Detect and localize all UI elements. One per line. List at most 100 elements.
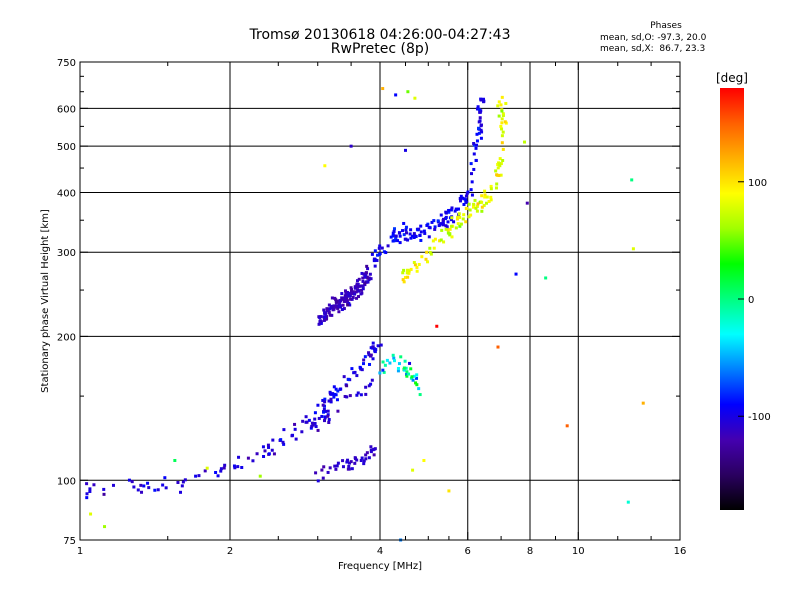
- echo-point: [405, 231, 409, 235]
- echo-point: [365, 264, 369, 268]
- stray-echo-point: [349, 144, 353, 148]
- echo-point: [391, 353, 395, 357]
- echo-point: [354, 290, 358, 294]
- echo-point: [417, 387, 421, 391]
- echo-point: [368, 362, 372, 366]
- stray-echo-point: [403, 148, 407, 152]
- echo-point: [459, 222, 463, 226]
- echo-point: [111, 483, 115, 487]
- echo-point: [340, 297, 344, 301]
- echo-point: [384, 251, 388, 255]
- echo-point: [453, 209, 457, 213]
- echo-point: [293, 427, 297, 431]
- echo-point: [353, 456, 357, 460]
- echo-point: [328, 313, 332, 317]
- x-tick-label: 1: [77, 546, 83, 557]
- echo-point: [408, 232, 412, 236]
- echo-point: [322, 318, 326, 322]
- echo-point: [433, 237, 437, 241]
- echo-point: [317, 322, 321, 326]
- echo-point: [389, 235, 393, 239]
- echo-point: [176, 480, 180, 484]
- echo-point: [478, 116, 482, 120]
- echo-point: [482, 100, 486, 104]
- echo-point: [474, 158, 478, 162]
- echo-point: [449, 208, 453, 212]
- echo-point: [362, 358, 366, 362]
- echo-point: [356, 282, 360, 286]
- echo-point: [500, 141, 504, 145]
- echo-point: [456, 222, 460, 226]
- echo-point: [500, 134, 504, 138]
- echo-point: [267, 445, 271, 449]
- echo-point: [246, 456, 250, 460]
- echo-point: [350, 367, 354, 371]
- echo-point: [237, 455, 241, 459]
- echo-point: [316, 403, 320, 407]
- echo-point: [450, 216, 454, 220]
- echo-point: [441, 223, 445, 227]
- echo-point: [328, 466, 332, 470]
- echo-point: [496, 166, 500, 170]
- echo-point: [405, 370, 409, 374]
- echo-point: [271, 438, 275, 442]
- echo-point: [446, 228, 450, 232]
- y-tick-label: 400: [57, 188, 76, 199]
- echo-point: [322, 465, 326, 469]
- echo-point: [475, 204, 479, 208]
- echo-point: [337, 304, 341, 308]
- echo-point: [489, 184, 493, 188]
- echo-point: [304, 415, 308, 419]
- echo-point: [394, 234, 398, 238]
- echo-point: [348, 293, 352, 297]
- echo-point: [425, 250, 429, 254]
- echo-point: [412, 232, 416, 236]
- echo-point: [153, 488, 157, 492]
- echo-point: [338, 387, 342, 391]
- grid-lines: [80, 62, 680, 540]
- echo-point: [267, 452, 271, 456]
- echo-point: [373, 350, 377, 354]
- echo-point: [500, 95, 504, 99]
- echo-point: [470, 180, 474, 184]
- stray-echo-point: [323, 164, 327, 168]
- echo-point: [501, 112, 505, 116]
- echo-point: [391, 231, 395, 235]
- echo-point: [359, 393, 363, 397]
- echo-point: [504, 101, 508, 105]
- echo-point: [462, 213, 466, 217]
- stray-echo-point: [406, 90, 410, 94]
- echo-point: [372, 447, 376, 451]
- echo-point: [336, 389, 340, 393]
- stray-echo-point: [631, 247, 635, 251]
- echo-point: [394, 237, 398, 241]
- echo-point: [396, 367, 400, 371]
- echo-point: [338, 298, 342, 302]
- echo-point: [405, 268, 409, 272]
- echo-point: [323, 312, 327, 316]
- echo-point: [319, 321, 323, 325]
- echo-point: [388, 361, 392, 365]
- echo-point: [402, 368, 406, 372]
- echo-point: [323, 400, 327, 404]
- echo-point: [423, 231, 427, 235]
- echo-point: [317, 416, 321, 420]
- echo-point: [459, 199, 463, 203]
- echo-point: [304, 420, 308, 424]
- echo-point: [333, 296, 337, 300]
- echo-point: [346, 377, 350, 381]
- echo-point: [351, 290, 355, 294]
- echo-point: [464, 194, 468, 198]
- echo-point: [270, 448, 274, 452]
- echo-point: [318, 315, 322, 319]
- echo-point: [362, 272, 366, 276]
- echo-point: [404, 228, 408, 232]
- echo-point: [263, 449, 267, 453]
- echo-point: [476, 105, 480, 109]
- echo-point: [485, 201, 489, 205]
- echo-point: [496, 104, 500, 108]
- echo-point: [363, 355, 367, 359]
- echo-point: [350, 292, 354, 296]
- echo-point: [474, 146, 478, 150]
- echo-point: [361, 287, 365, 291]
